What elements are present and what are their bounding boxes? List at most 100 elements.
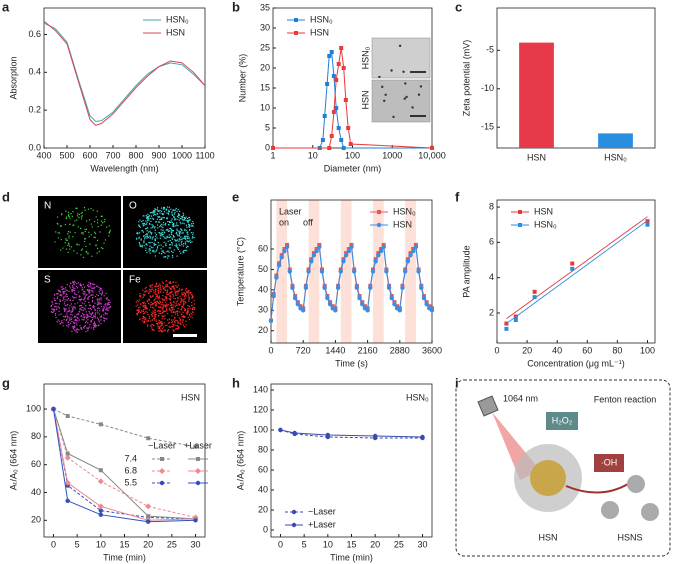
panel-label: g: [2, 375, 10, 390]
map-dot: [186, 310, 189, 313]
map-dot: [140, 295, 142, 297]
laser-on-band: [276, 200, 288, 343]
map-dot: [73, 297, 76, 299]
map-dot: [146, 300, 148, 303]
map-dot: [159, 320, 161, 322]
map-dot: [160, 304, 162, 306]
marker: [160, 457, 164, 461]
map-dot: [181, 217, 184, 219]
map-dot: [162, 305, 164, 307]
map-dot: [91, 287, 93, 290]
map-dot: [100, 215, 102, 218]
map-dot: [68, 245, 71, 247]
map-dot: [169, 309, 172, 311]
y-tick-label: 20: [260, 62, 270, 72]
map-dot: [162, 233, 164, 236]
map-dot: [174, 316, 176, 318]
map-dot: [81, 304, 83, 307]
map-dot: [67, 251, 69, 254]
map-dot: [58, 232, 61, 234]
map-dot: [146, 244, 148, 246]
map-dot: [177, 214, 180, 217]
map-dot: [100, 323, 102, 325]
marker: [65, 451, 70, 456]
panel-label: b: [232, 0, 240, 14]
marker: [513, 318, 518, 323]
map-dot: [167, 331, 169, 333]
map-dot: [159, 325, 161, 327]
map-dot: [146, 325, 149, 327]
map-dot: [185, 301, 187, 304]
map-dot: [187, 311, 189, 313]
map-dot: [89, 219, 91, 221]
map-dot: [100, 289, 102, 291]
map-dot: [153, 249, 155, 252]
marker: [291, 522, 297, 528]
map-dot: [184, 307, 186, 310]
map-dot: [137, 232, 139, 235]
marker: [291, 509, 297, 515]
map-dot: [161, 250, 163, 252]
map-dot: [66, 311, 68, 313]
map-dot: [155, 286, 157, 288]
map-dot: [165, 285, 167, 288]
map-dot: [105, 318, 107, 320]
legend-label: 5.5: [124, 477, 137, 487]
marker: [343, 98, 348, 102]
map-dot: [177, 209, 179, 211]
marker: [381, 244, 386, 250]
map-dot: [164, 318, 166, 320]
map-dot: [86, 327, 88, 329]
map-dot: [162, 208, 164, 210]
map-dot: [169, 236, 172, 238]
map-dot: [146, 311, 149, 313]
map-dot: [178, 290, 180, 293]
map-dot: [80, 328, 82, 330]
map-dot: [74, 232, 76, 234]
map-dot: [99, 310, 101, 312]
map-dot: [142, 219, 144, 222]
map-dot: [67, 211, 70, 213]
map-dot: [75, 322, 77, 324]
map-dot: [177, 322, 179, 324]
map-dot: [167, 319, 169, 321]
map-dot: [192, 232, 194, 234]
map-dot: [142, 215, 144, 217]
map-dot: [168, 307, 170, 310]
marker: [65, 413, 70, 418]
map-dot: [187, 291, 189, 294]
map-dot: [152, 227, 154, 229]
map-dot: [74, 293, 76, 295]
map-dot: [143, 309, 145, 311]
map-dot: [165, 244, 167, 247]
map-dot: [178, 288, 181, 290]
map-dot: [146, 223, 148, 225]
map-dot: [80, 254, 82, 256]
map-dot: [103, 314, 105, 316]
map-dot: [182, 245, 184, 247]
map-dot: [176, 218, 178, 220]
map-dot: [146, 236, 149, 238]
panel-label: a: [2, 0, 10, 14]
map-dot: [93, 323, 95, 325]
map-dot: [62, 297, 65, 299]
legend-label: HSN₀: [310, 14, 333, 24]
map-dot: [84, 230, 86, 233]
x-tick-label: 3600: [422, 345, 442, 355]
map-dot: [65, 287, 67, 289]
map-dot: [82, 292, 84, 294]
map-dot: [151, 286, 153, 289]
marker: [339, 138, 344, 142]
map-dot: [139, 244, 141, 246]
map-dot: [144, 321, 146, 323]
map-dot: [152, 294, 154, 296]
map-dot: [149, 223, 151, 225]
map-dot: [161, 218, 163, 220]
map-dot: [75, 331, 77, 333]
map-dot: [151, 232, 153, 234]
map-dot: [183, 219, 185, 221]
map-dot: [152, 310, 154, 312]
map-dot: [179, 319, 182, 321]
map-dot: [182, 243, 185, 245]
map-dot: [149, 217, 151, 219]
